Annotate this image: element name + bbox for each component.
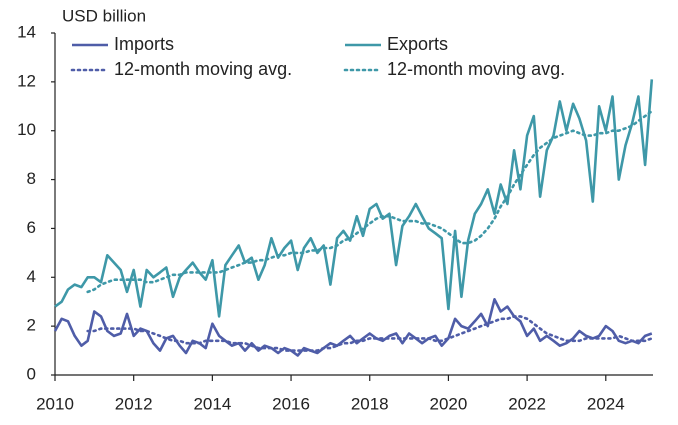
y-tick-label: 14 bbox=[17, 22, 36, 41]
legend-label: 12-month moving avg. bbox=[387, 59, 565, 79]
x-tick-label: 2020 bbox=[430, 394, 468, 413]
y-tick-label: 10 bbox=[17, 120, 36, 139]
y-tick-label: 2 bbox=[27, 316, 36, 335]
x-tick-label: 2022 bbox=[508, 394, 546, 413]
x-tick-label: 2016 bbox=[272, 394, 310, 413]
legend-label: 12-month moving avg. bbox=[114, 59, 292, 79]
x-tick-label: 2010 bbox=[36, 394, 74, 413]
y-tick-label: 0 bbox=[27, 364, 36, 383]
x-tick-label: 2024 bbox=[587, 394, 625, 413]
x-tick-label: 2018 bbox=[351, 394, 389, 413]
y-tick-label: 12 bbox=[17, 71, 36, 90]
legend-label: Exports bbox=[387, 34, 448, 54]
series-line bbox=[86, 315, 654, 352]
series-line bbox=[54, 79, 654, 318]
y-axis-label: USD billion bbox=[62, 6, 146, 25]
y-tick-label: 4 bbox=[27, 267, 36, 286]
y-tick-label: 6 bbox=[27, 218, 36, 237]
x-tick-label: 2014 bbox=[193, 394, 231, 413]
x-tick-label: 2012 bbox=[115, 394, 153, 413]
legend-label: Imports bbox=[114, 34, 174, 54]
series-line bbox=[86, 109, 654, 294]
series-line bbox=[53, 298, 653, 357]
y-tick-label: 8 bbox=[27, 169, 36, 188]
